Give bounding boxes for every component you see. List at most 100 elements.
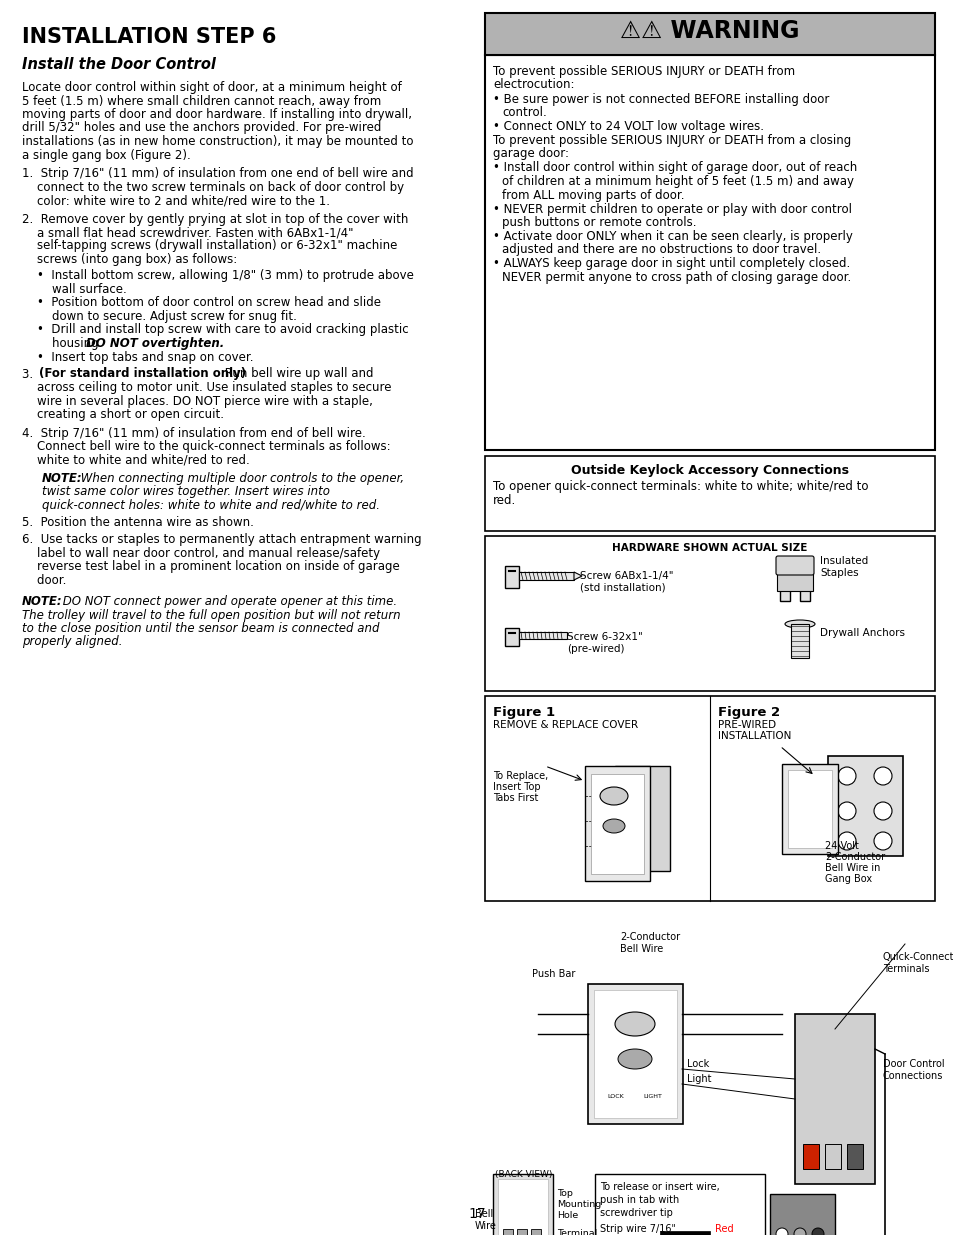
Text: NOTE:: NOTE:: [42, 472, 83, 485]
Text: 2-Conductor: 2-Conductor: [619, 932, 679, 942]
Text: twist same color wires together. Insert wires into: twist same color wires together. Insert …: [42, 485, 330, 499]
Text: NOTE:: NOTE:: [22, 595, 63, 608]
Text: LOCK: LOCK: [606, 1094, 623, 1099]
Text: wire in several places. DO NOT pierce wire with a staple,: wire in several places. DO NOT pierce wi…: [22, 394, 373, 408]
Text: to the close position until the sensor beam is connected and: to the close position until the sensor b…: [22, 622, 379, 635]
Bar: [659, 1231, 709, 1235]
Text: from ALL moving parts of door.: from ALL moving parts of door.: [501, 189, 684, 201]
Text: creating a short or open circuit.: creating a short or open circuit.: [22, 408, 224, 421]
Bar: [594, 990, 677, 1118]
Bar: [846, 1144, 862, 1170]
Text: Insulated: Insulated: [820, 556, 867, 566]
Text: Bell Wire: Bell Wire: [619, 944, 662, 953]
Bar: [484, 456, 934, 531]
Bar: [497, 1179, 547, 1235]
Bar: [769, 1194, 834, 1235]
Text: Connect bell wire to the quick-connect terminals as follows:: Connect bell wire to the quick-connect t…: [22, 440, 390, 453]
Bar: [517, 1229, 526, 1235]
Text: quick-connect holes: white to white and red/white to red.: quick-connect holes: white to white and …: [42, 499, 379, 513]
Bar: [827, 756, 902, 856]
Text: Red: Red: [714, 1224, 733, 1234]
Text: (std installation): (std installation): [579, 583, 665, 593]
Text: HARDWARE SHOWN ACTUAL SIZE: HARDWARE SHOWN ACTUAL SIZE: [612, 543, 807, 553]
Text: (For standard installation only): (For standard installation only): [39, 368, 246, 380]
Ellipse shape: [775, 1228, 787, 1235]
Text: 5.  Position the antenna wire as shown.: 5. Position the antenna wire as shown.: [22, 516, 253, 529]
Text: Push Bar: Push Bar: [532, 969, 575, 979]
Text: • NEVER permit children to operate or play with door control: • NEVER permit children to operate or pl…: [493, 203, 851, 215]
Text: Terminals: Terminals: [882, 965, 928, 974]
Text: Terminal: Terminal: [557, 1229, 597, 1235]
Bar: [794, 1014, 874, 1184]
Text: Connections: Connections: [882, 1071, 943, 1081]
Ellipse shape: [615, 1011, 655, 1036]
Ellipse shape: [618, 1049, 651, 1070]
Bar: [502, 1229, 513, 1235]
Text: • ALWAYS keep garage door in sight until completely closed.: • ALWAYS keep garage door in sight until…: [493, 258, 849, 270]
Text: color: white wire to 2 and white/red wire to the 1.: color: white wire to 2 and white/red wir…: [22, 194, 330, 207]
Text: NEVER permit anyone to cross path of closing garage door.: NEVER permit anyone to cross path of clo…: [501, 270, 850, 284]
Text: control.: control.: [501, 106, 546, 119]
Text: adjusted and there are no obstructions to door travel.: adjusted and there are no obstructions t…: [501, 243, 821, 257]
Bar: [780, 561, 789, 601]
Bar: [590, 774, 643, 874]
Bar: [484, 56, 934, 450]
Bar: [587, 984, 682, 1124]
Text: • Be sure power is not connected BEFORE installing door: • Be sure power is not connected BEFORE …: [493, 93, 828, 105]
Text: DO NOT overtighten.: DO NOT overtighten.: [86, 337, 224, 350]
Text: electrocution:: electrocution:: [493, 79, 574, 91]
Bar: [824, 1144, 841, 1170]
Ellipse shape: [873, 767, 891, 785]
Bar: [781, 764, 837, 853]
Text: moving parts of door and door hardware. If installing into drywall,: moving parts of door and door hardware. …: [22, 107, 412, 121]
Text: push in tab with: push in tab with: [599, 1195, 679, 1205]
Text: Quick-Connect: Quick-Connect: [882, 952, 953, 962]
Text: INSTALLATION: INSTALLATION: [718, 731, 791, 741]
Bar: [595, 1174, 764, 1235]
Text: •  Drill and install top screw with care to avoid cracking plastic: • Drill and install top screw with care …: [22, 324, 408, 336]
Text: housing.: housing.: [22, 337, 106, 350]
Text: push buttons or remote controls.: push buttons or remote controls.: [501, 216, 696, 228]
Text: Screw 6ABx1-1/4": Screw 6ABx1-1/4": [579, 571, 673, 580]
Text: •  Install bottom screw, allowing 1/8" (3 mm) to protrude above: • Install bottom screw, allowing 1/8" (3…: [22, 269, 414, 283]
Text: To Replace,: To Replace,: [493, 771, 548, 781]
Text: 5 feet (1.5 m) where small children cannot reach, away from: 5 feet (1.5 m) where small children cann…: [22, 95, 381, 107]
Text: INSTALLATION STEP 6: INSTALLATION STEP 6: [22, 27, 276, 47]
Text: Figure 2: Figure 2: [718, 706, 780, 719]
Text: Screw 6-32x1": Screw 6-32x1": [566, 632, 642, 642]
Ellipse shape: [599, 787, 627, 805]
Bar: [493, 1174, 553, 1235]
Text: LIGHT: LIGHT: [642, 1094, 661, 1099]
Ellipse shape: [837, 832, 855, 850]
Text: Bell: Bell: [475, 1209, 493, 1219]
Bar: [518, 632, 566, 638]
Bar: [484, 697, 934, 902]
Text: Figure 1: Figure 1: [493, 706, 555, 719]
Text: To prevent possible SERIOUS INJURY or DEATH from: To prevent possible SERIOUS INJURY or DE…: [493, 65, 794, 78]
Text: of children at a minimum height of 5 feet (1.5 m) and away: of children at a minimum height of 5 fee…: [501, 175, 853, 188]
Text: (BACK VIEW): (BACK VIEW): [495, 1170, 552, 1179]
Text: 4.  Strip 7/16" (11 mm) of insulation from end of bell wire.: 4. Strip 7/16" (11 mm) of insulation fro…: [22, 426, 365, 440]
Bar: [584, 766, 649, 881]
Text: Door Control: Door Control: [882, 1058, 943, 1070]
Ellipse shape: [811, 1228, 823, 1235]
Text: 3.: 3.: [22, 368, 41, 380]
Bar: [484, 536, 934, 692]
Text: 2-Conductor: 2-Conductor: [824, 852, 884, 862]
Text: connect to the two screw terminals on back of door control by: connect to the two screw terminals on ba…: [22, 180, 404, 194]
Text: self-tapping screws (drywall installation) or 6-32x1" machine: self-tapping screws (drywall installatio…: [22, 240, 397, 252]
Text: installations (as in new home construction), it may be mounted to: installations (as in new home constructi…: [22, 135, 413, 148]
Text: Lock: Lock: [686, 1058, 708, 1070]
Text: label to wall near door control, and manual release/safety: label to wall near door control, and man…: [22, 547, 379, 559]
Bar: [787, 769, 831, 848]
Text: wall surface.: wall surface.: [22, 283, 127, 296]
Bar: [484, 14, 934, 56]
Text: Staples: Staples: [820, 568, 858, 578]
Text: The trolley will travel to the full open position but will not return: The trolley will travel to the full open…: [22, 609, 400, 621]
Bar: [790, 624, 808, 658]
Text: Install the Door Control: Install the Door Control: [22, 57, 215, 72]
Text: Gang Box: Gang Box: [824, 874, 871, 884]
Text: Wire: Wire: [475, 1221, 497, 1231]
Bar: [504, 566, 518, 588]
Text: Mounting: Mounting: [557, 1200, 600, 1209]
